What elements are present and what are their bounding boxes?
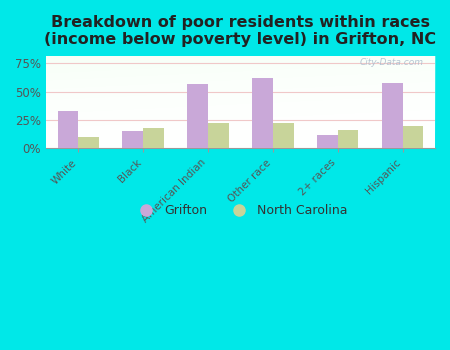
Text: City-Data.com: City-Data.com — [360, 58, 423, 67]
Bar — [403, 126, 423, 148]
Bar — [252, 78, 273, 148]
Title: Breakdown of poor residents within races
(income below poverty level) in Grifton: Breakdown of poor residents within races… — [45, 15, 436, 47]
Bar — [338, 130, 359, 148]
Bar — [122, 131, 143, 148]
Bar — [208, 124, 229, 148]
Bar — [382, 83, 403, 148]
Bar — [273, 124, 293, 148]
Bar — [143, 128, 164, 148]
Bar — [58, 111, 78, 148]
Legend: Grifton, North Carolina: Grifton, North Carolina — [128, 199, 353, 222]
Bar — [78, 137, 99, 148]
Bar — [187, 84, 208, 148]
Bar — [317, 135, 338, 148]
